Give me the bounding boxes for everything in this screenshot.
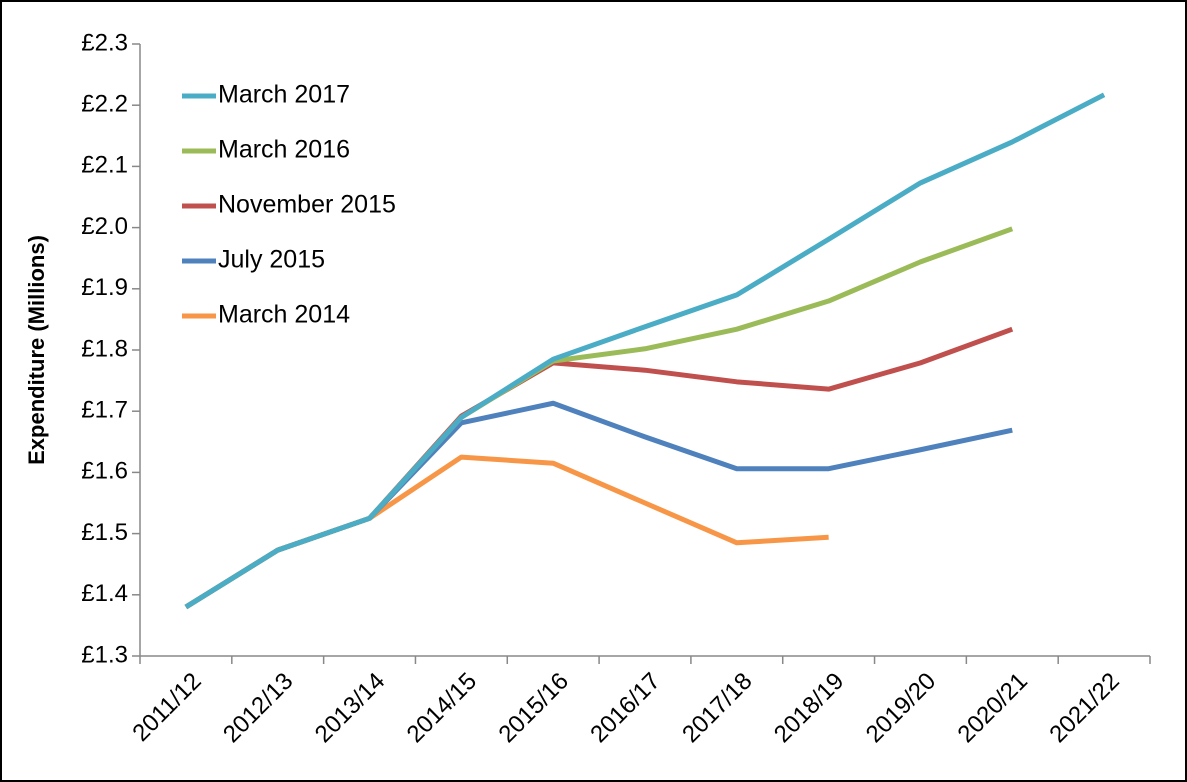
y-axis-label: Expenditure (Millions)	[24, 235, 49, 465]
y-tick-label: £1.7	[81, 397, 128, 424]
y-tick-label: £1.3	[81, 641, 128, 668]
y-tick-label: £1.4	[81, 580, 128, 607]
y-tick-label: £1.6	[81, 458, 128, 485]
legend-label: November 2015	[218, 191, 396, 219]
legend-label: March 2014	[218, 301, 350, 329]
y-tick-label: £2.3	[81, 29, 128, 56]
y-tick-label: £1.5	[81, 519, 128, 546]
y-tick-label: £1.8	[81, 335, 128, 362]
y-tick-label: £2.0	[81, 213, 128, 240]
series-line	[184, 92, 1106, 610]
legend-label: March 2016	[218, 136, 350, 164]
y-tick-label: £2.1	[81, 152, 128, 179]
legend-label: March 2017	[218, 81, 350, 109]
legend-label: July 2015	[218, 246, 325, 274]
y-tick-label: £2.2	[81, 91, 128, 118]
y-tick-label: £1.9	[81, 274, 128, 301]
